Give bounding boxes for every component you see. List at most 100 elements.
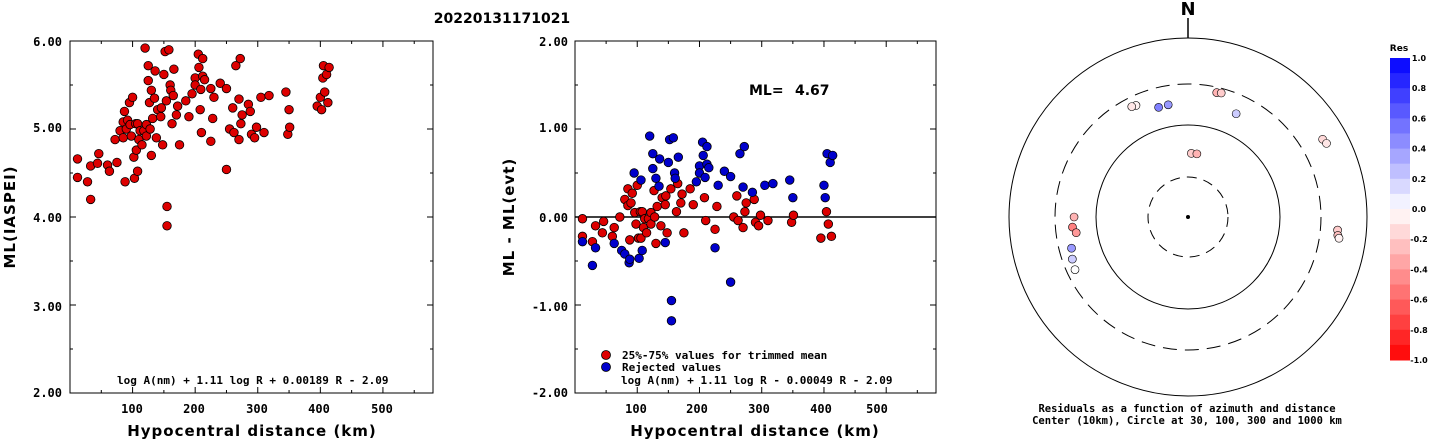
data-point <box>167 119 177 129</box>
data-point <box>112 157 122 168</box>
rejected-point <box>666 295 677 306</box>
y-tick-label: 3.00 <box>33 300 62 314</box>
rejected-point <box>660 237 670 248</box>
trimmed-point <box>649 212 660 222</box>
data-point <box>320 87 330 97</box>
x-tick-label: 400 <box>810 402 832 416</box>
data-point <box>251 122 262 132</box>
residual-point <box>1163 100 1173 110</box>
rejected-point <box>710 243 720 253</box>
rejected-point <box>636 175 646 185</box>
rejected-point <box>719 166 730 176</box>
data-point <box>126 131 137 141</box>
legend-label-rejected: Rejected values <box>622 361 721 374</box>
trimmed-point <box>826 231 837 242</box>
data-point <box>281 87 291 97</box>
data-point <box>92 158 103 169</box>
trimmed-point <box>597 228 608 238</box>
data-point <box>172 101 183 111</box>
trimmed-point <box>661 191 671 201</box>
rejected-point <box>666 316 677 326</box>
y-axis-label: ML - ML(evt) <box>500 158 518 276</box>
trimmed-point <box>685 184 695 194</box>
trimmed-point <box>738 222 748 233</box>
data-point <box>157 140 168 150</box>
trimmed-point <box>666 184 676 194</box>
trimmed-point <box>732 191 742 201</box>
data-point <box>207 113 218 124</box>
data-point <box>137 140 147 150</box>
data-point <box>171 110 182 120</box>
y-tick-label: 4.00 <box>33 211 62 225</box>
trimmed-point <box>662 228 672 238</box>
rejected-point <box>827 150 838 161</box>
panel-residual-vs-distance: 2.00 1.00 0.00 -1.00 -2.00 100 200 300 4… <box>500 35 937 440</box>
colorbar-segment <box>1390 299 1410 316</box>
colorbar-tick-label: -0.6 <box>1410 296 1428 305</box>
rejected-point <box>673 152 684 162</box>
trimmed-point <box>625 235 635 245</box>
colorbar-segment <box>1390 73 1410 89</box>
rejected-point <box>637 245 647 256</box>
rejected-point <box>713 180 723 191</box>
tick-marks <box>70 41 433 393</box>
x-tick-label: 200 <box>686 402 708 416</box>
colorbar-segment <box>1390 118 1410 134</box>
colorbar-tick-label: -0.4 <box>1410 265 1428 274</box>
colorbar-segment <box>1390 344 1410 361</box>
colorbar-segment <box>1390 133 1410 150</box>
rejected-point <box>747 187 758 198</box>
x-tick-label: 400 <box>308 402 330 416</box>
data-point <box>187 89 197 99</box>
colorbar-segment <box>1390 193 1410 210</box>
trimmed-point <box>671 207 682 217</box>
rejected-point <box>702 141 712 152</box>
formula-label: log A(nm) + 1.11 log R - 0.00049 R - 2.0… <box>621 374 893 387</box>
trimmed-point <box>598 216 609 227</box>
data-point <box>235 53 245 64</box>
trimmed-point <box>699 192 710 203</box>
data-point <box>199 75 210 85</box>
x-tick-label: 500 <box>866 402 888 416</box>
data-point <box>284 122 295 132</box>
data-point <box>164 45 174 55</box>
data-point <box>118 133 128 143</box>
data-point <box>151 133 162 143</box>
rejected-point <box>725 171 736 182</box>
colorbar-segment <box>1390 224 1410 240</box>
rejected-point <box>760 180 770 191</box>
ring-30km <box>1147 176 1229 258</box>
ml-label: ML= <box>749 83 784 99</box>
rejected-point <box>725 277 736 287</box>
data-point <box>234 94 244 104</box>
rejected-point <box>625 254 635 264</box>
trimmed-point <box>679 228 689 238</box>
colorbar: 1.0 0.8 0.6 0.4 0.2 0.0 -0.2 -0.4 -0.6 -0.8 -1.0 <box>1390 54 1428 365</box>
y-tick-label: 1.00 <box>539 121 568 135</box>
data-point <box>72 172 83 183</box>
data-point <box>147 113 158 124</box>
data-point <box>127 92 138 103</box>
trimmed-point <box>741 198 751 208</box>
trimmed-point <box>712 201 722 212</box>
data-point <box>206 83 216 94</box>
north-label: N <box>1180 0 1195 20</box>
legend-marker-trimmed <box>601 350 611 360</box>
colorbar-title: Res <box>1390 44 1408 54</box>
panel-ml-vs-distance: 6.00 5.00 4.00 3.00 2.00 100 200 300 400… <box>1 35 434 440</box>
y-tick-label: 0.00 <box>539 211 568 225</box>
data-point <box>196 84 206 95</box>
rejected-point <box>654 154 665 164</box>
trimmed-point <box>740 207 750 217</box>
rejected-point <box>739 141 749 152</box>
data-point <box>150 66 160 76</box>
colorbar-tick-label: 0.8 <box>1412 84 1427 93</box>
colorbar-segment <box>1390 254 1410 270</box>
data-point <box>120 177 130 187</box>
rejected-point <box>691 177 702 187</box>
data-point <box>237 110 247 120</box>
data-point <box>215 78 225 88</box>
colorbar-segment <box>1390 58 1410 74</box>
trimmed-point <box>755 210 766 220</box>
rejected-point <box>651 173 661 183</box>
